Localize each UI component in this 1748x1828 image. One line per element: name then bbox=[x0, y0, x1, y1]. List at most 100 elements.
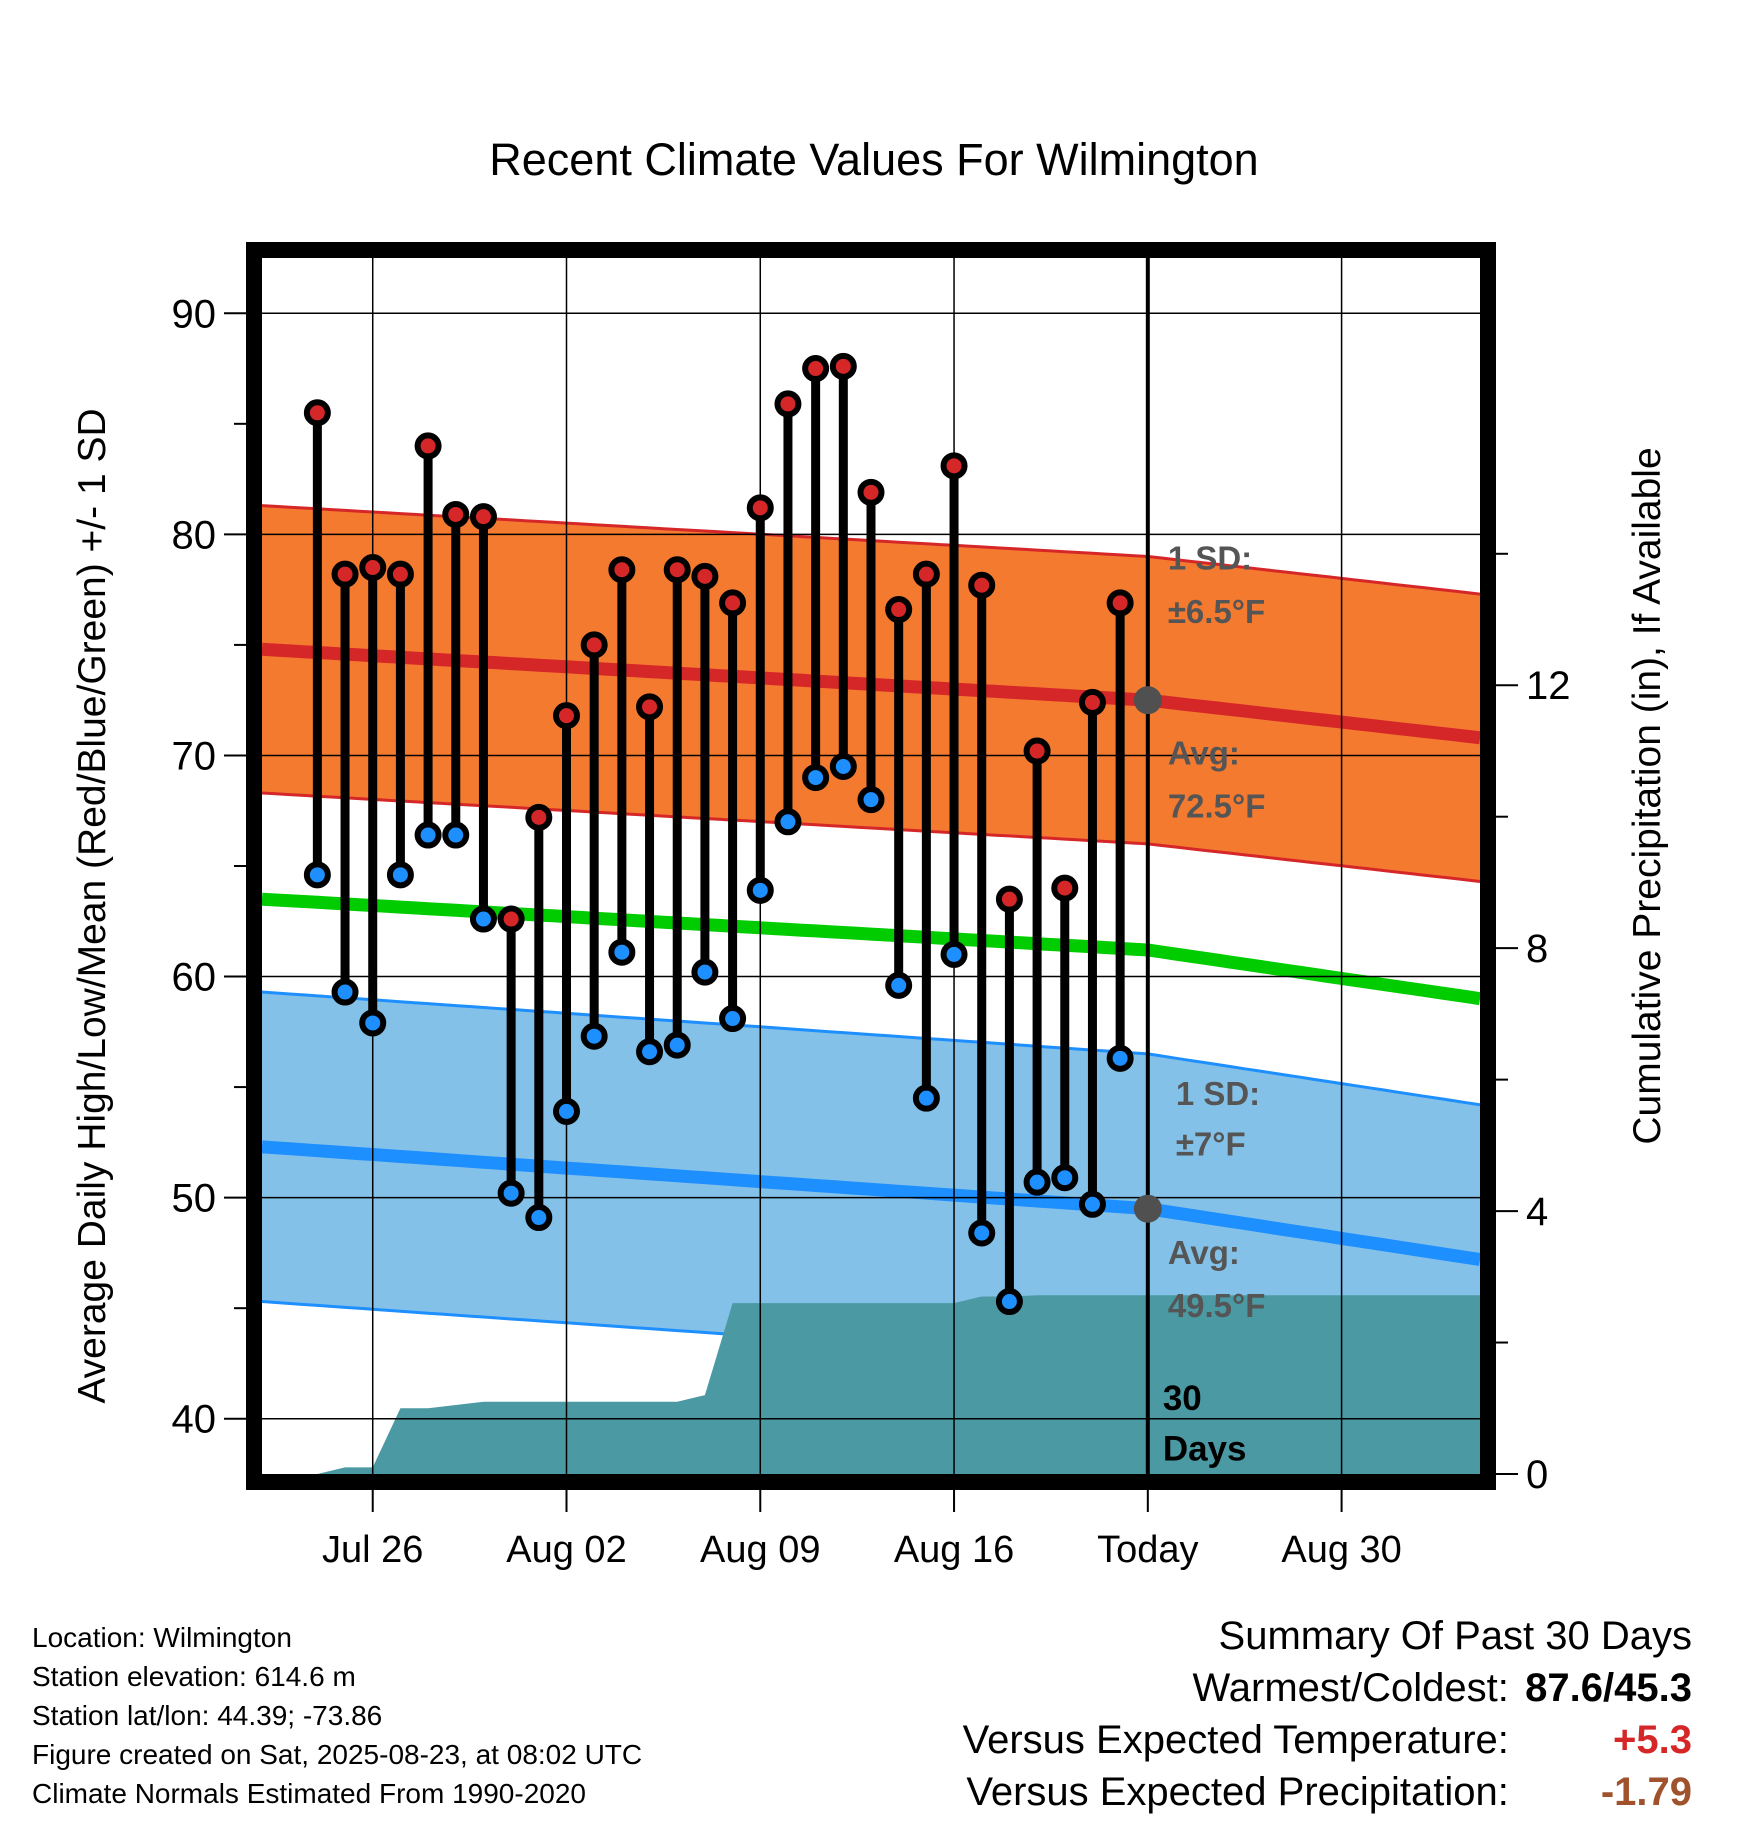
daily-high-point bbox=[608, 556, 636, 584]
high-avg-value: 72.5°F bbox=[1168, 787, 1266, 824]
normals-text: Climate Normals Estimated From 1990-2020 bbox=[32, 1778, 586, 1809]
daily-low-point bbox=[580, 1022, 608, 1050]
high-avg-label: Avg: bbox=[1168, 734, 1240, 771]
daily-low-point bbox=[1051, 1164, 1079, 1192]
precip-area bbox=[317, 1295, 1480, 1474]
low-sd-value: ±7°F bbox=[1176, 1126, 1246, 1163]
daily-high-point bbox=[553, 702, 580, 730]
daily-high-point bbox=[497, 905, 525, 933]
daily-low-point bbox=[829, 753, 857, 781]
daily-high-point bbox=[691, 562, 719, 590]
daily-low-point bbox=[386, 861, 414, 889]
warmest-value: 87.6/45.3 bbox=[1525, 1666, 1692, 1710]
high-sd-lower-line bbox=[262, 791, 1480, 883]
daily-high-point bbox=[885, 596, 913, 624]
y2-axis-title: Cumulative Precipitation (in), If Availa… bbox=[1626, 447, 1669, 1144]
daily-high-point bbox=[857, 478, 885, 506]
daily-high-point bbox=[968, 571, 996, 599]
daily-low-point bbox=[912, 1084, 940, 1112]
daily-low-point bbox=[469, 905, 497, 933]
daily-low-point bbox=[525, 1204, 553, 1232]
days-count-label: 30 bbox=[1163, 1379, 1202, 1418]
low-sd-upper-line bbox=[262, 990, 1480, 1107]
normal-low-line bbox=[262, 1140, 1480, 1266]
low-avg-label: Avg: bbox=[1168, 1234, 1240, 1271]
daily-low-point bbox=[1078, 1190, 1106, 1218]
y-tick-label: 60 bbox=[172, 956, 217, 1000]
daily-high-point bbox=[802, 355, 830, 383]
y-tick-label: 80 bbox=[172, 513, 217, 557]
precip-value: -1.79 bbox=[1600, 1770, 1692, 1814]
y2-tick-label: 4 bbox=[1526, 1190, 1548, 1234]
temp-value: +5.3 bbox=[1613, 1718, 1692, 1762]
daily-high-point bbox=[331, 560, 359, 588]
plot-area: 1 SD: ±6.5°F Avg: 72.5°F 1 SD: ±7°F Avg: 49.5°F… bbox=[262, 258, 1480, 1474]
daily-high-point bbox=[303, 399, 331, 427]
daily-low-point bbox=[1106, 1044, 1134, 1072]
normal-mean-line bbox=[262, 892, 1480, 1006]
daily-low-point bbox=[885, 971, 913, 999]
daily-high-point bbox=[746, 494, 774, 522]
daily-low-point bbox=[968, 1219, 996, 1247]
daily-high-point bbox=[1078, 688, 1106, 716]
warmest-row: Warmest/Coldest: 87.6/45.3 bbox=[963, 1662, 1693, 1714]
daily-low-point bbox=[1023, 1168, 1051, 1196]
summary-panel: Summary Of Past 30 Days Warmest/Coldest:… bbox=[963, 1610, 1692, 1818]
elevation-text: Station elevation: 614.6 m bbox=[32, 1661, 356, 1692]
daily-high-point bbox=[995, 885, 1023, 913]
daily-high-point bbox=[442, 500, 470, 528]
warmest-label: Warmest/Coldest: bbox=[1192, 1666, 1509, 1710]
daily-low-point bbox=[691, 958, 719, 986]
daily-high-point bbox=[719, 589, 747, 617]
x-tick-label: Jul 26 bbox=[322, 1529, 423, 1571]
daily-low-point bbox=[636, 1038, 664, 1066]
days-word-label: Days bbox=[1163, 1430, 1247, 1469]
latlon-text: Station lat/lon: 44.39; -73.86 bbox=[32, 1700, 383, 1731]
precip-label: Versus Expected Precipitation: bbox=[966, 1770, 1509, 1814]
x-tick-label: Today bbox=[1097, 1529, 1198, 1571]
today-high-normal-marker bbox=[1133, 686, 1162, 715]
daily-low-point bbox=[608, 938, 636, 966]
daily-low-point bbox=[802, 764, 830, 792]
daily-low-point bbox=[857, 786, 885, 814]
created-text: Figure created on Sat, 2025-08-23, at 08… bbox=[32, 1739, 643, 1770]
daily-low-point bbox=[774, 808, 802, 836]
daily-high-point bbox=[580, 631, 608, 659]
daily-low-point bbox=[995, 1288, 1023, 1316]
daily-low-point bbox=[359, 1009, 387, 1037]
daily-high-point bbox=[386, 560, 414, 588]
station-info: Location: Wilmington Station elevation: … bbox=[32, 1618, 642, 1813]
daily-high-point bbox=[525, 803, 553, 831]
temp-label: Versus Expected Temperature: bbox=[962, 1718, 1509, 1762]
daily-high-point bbox=[774, 390, 802, 418]
y-tick-label: 90 bbox=[172, 292, 217, 336]
daily-high-point bbox=[940, 452, 968, 480]
y-axis-title: Average Daily High/Low/Mean (Red/Blue/Gr… bbox=[71, 408, 114, 1403]
daily-low-point bbox=[940, 940, 968, 968]
daily-high-point bbox=[1051, 874, 1079, 902]
daily-low-point bbox=[303, 861, 331, 889]
y-tick-label: 70 bbox=[172, 734, 217, 778]
y2-tick-label: 8 bbox=[1526, 927, 1548, 971]
daily-low-point bbox=[663, 1031, 691, 1059]
location-text: Location: Wilmington bbox=[32, 1622, 292, 1653]
daily-high-point bbox=[469, 503, 497, 531]
daily-low-point bbox=[442, 821, 470, 849]
daily-high-point bbox=[1023, 737, 1051, 765]
daily-low-point bbox=[746, 876, 774, 904]
y-tick-label: 40 bbox=[172, 1398, 217, 1442]
daily-high-point bbox=[359, 554, 387, 582]
daily-high-point bbox=[1106, 589, 1134, 617]
high-sd-value: ±6.5°F bbox=[1168, 593, 1265, 630]
x-axis-title: Day bbox=[838, 1587, 909, 1590]
low-avg-value: 49.5°F bbox=[1168, 1287, 1266, 1324]
low-sd-label: 1 SD: bbox=[1176, 1075, 1260, 1112]
y-tick-label: 50 bbox=[172, 1177, 217, 1221]
daily-low-point bbox=[331, 978, 359, 1006]
plot-frame bbox=[246, 242, 1496, 1490]
daily-low-point bbox=[414, 821, 442, 849]
summary-title: Summary Of Past 30 Days bbox=[1218, 1614, 1692, 1658]
climate-chart: Recent Climate Values For Wilmington 1 S… bbox=[71, 134, 1669, 1590]
x-tick-label: Aug 30 bbox=[1281, 1529, 1401, 1571]
x-tick-label: Aug 09 bbox=[700, 1529, 820, 1571]
